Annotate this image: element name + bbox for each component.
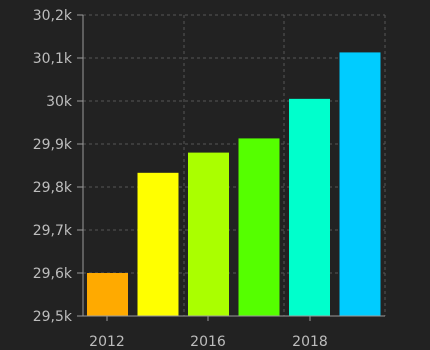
y-tick-label: 30k xyxy=(46,94,73,110)
x-tick-label: 2018 xyxy=(292,334,328,350)
y-tick-label: 30,2k xyxy=(33,8,73,24)
x-tick-label: 2016 xyxy=(190,334,226,350)
bar-2015[interactable] xyxy=(238,138,280,316)
bar-2014[interactable] xyxy=(188,152,229,316)
bar-2013[interactable] xyxy=(137,172,179,316)
y-tick-label: 30,1k xyxy=(33,51,73,67)
bar-2016[interactable] xyxy=(289,98,330,316)
grid-layer xyxy=(83,14,386,316)
x-tick-label: 2012 xyxy=(89,334,125,350)
y-tick-label: 29,8k xyxy=(33,180,73,196)
y-tick-label: 29,6k xyxy=(33,266,73,282)
axes-layer xyxy=(77,14,385,321)
y-tick-label: 29,9k xyxy=(33,137,73,153)
bar-2012[interactable] xyxy=(87,273,128,316)
y-tick-label: 29,7k xyxy=(33,223,73,239)
labels-layer: 29,5k 29,6k 29,7k 29,8k 29,9k 30k 30,1k 30,2k 20… xyxy=(33,8,328,350)
bars-layer xyxy=(87,52,381,316)
y-tick-label: 29,5k xyxy=(33,309,73,325)
bar-2017[interactable] xyxy=(339,52,381,316)
